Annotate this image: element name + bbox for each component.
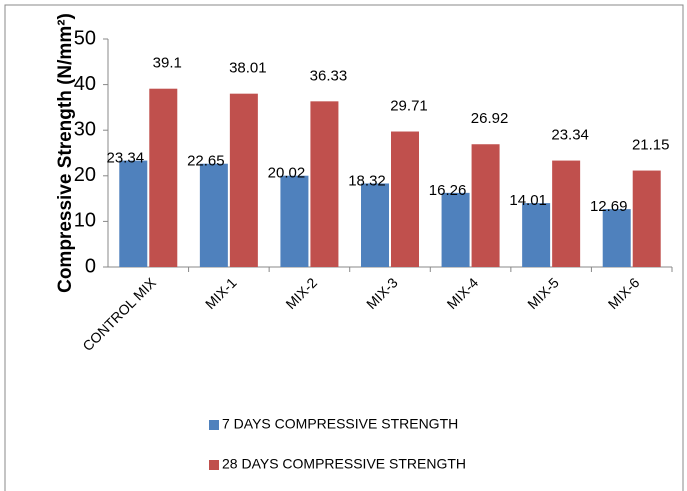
- y-tick-label: 20: [74, 164, 96, 186]
- data-label: 23.34: [551, 127, 589, 144]
- data-label: 29.71: [390, 97, 428, 114]
- bar: [229, 93, 258, 267]
- data-label: 36.33: [310, 67, 348, 84]
- bar: [361, 183, 389, 267]
- legend-label: 28 DAYS COMPRESSIVE STRENGTH: [222, 456, 466, 472]
- data-label: 22.65: [187, 153, 225, 170]
- y-tick-label: 40: [74, 73, 96, 95]
- data-label: 14.01: [509, 192, 547, 209]
- bar: [199, 163, 228, 267]
- bar: [149, 88, 178, 267]
- bar: [119, 160, 148, 267]
- bar: [280, 175, 309, 267]
- bar: [310, 101, 339, 267]
- y-tick-label: 30: [74, 118, 96, 140]
- data-label: 39.1: [153, 55, 182, 72]
- y-axis-title: Compressive Strength (N/mm²): [55, 13, 76, 293]
- data-label: 26.92: [471, 110, 509, 127]
- data-label: 12.69: [590, 198, 628, 215]
- data-label: 38.01: [229, 60, 267, 77]
- bar: [471, 144, 500, 267]
- y-tick-label: 0: [85, 255, 96, 277]
- bar: [552, 160, 581, 267]
- legend-swatch: [209, 420, 219, 430]
- bar: [522, 203, 551, 267]
- y-tick-label: 10: [74, 210, 96, 232]
- data-label: 16.26: [429, 182, 467, 199]
- legend-label: 7 DAYS COMPRESSIVE STRENGTH: [222, 416, 458, 432]
- y-tick-label: 50: [74, 27, 96, 49]
- bar: [391, 131, 419, 267]
- data-label: 23.34: [107, 150, 145, 167]
- bar: [441, 192, 470, 267]
- data-label: 20.02: [268, 165, 306, 182]
- bar: [632, 170, 661, 267]
- data-label: 18.32: [348, 172, 386, 189]
- data-label: 21.15: [632, 137, 670, 154]
- bar: [602, 209, 631, 267]
- legend-swatch: [209, 460, 219, 470]
